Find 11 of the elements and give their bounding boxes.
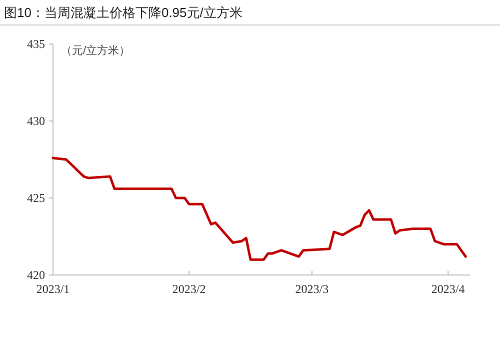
chart-title: 图10：当周混凝土价格下降0.95元/立方米 [4,5,242,20]
y-tick-label: 435 [27,37,45,51]
y-tick-label: 425 [27,191,45,205]
annotation: （元/立方米） [61,44,130,57]
line-series [52,156,467,261]
y-tick-label: 420 [27,268,45,282]
x-tick-label: 2023/2 [172,282,206,296]
x-tick-label: 2023/1 [36,282,70,296]
y-tick-label: 430 [27,114,45,128]
x-tick-label: 2023/4 [431,282,465,296]
x-tick-label: 2023/3 [295,282,329,296]
